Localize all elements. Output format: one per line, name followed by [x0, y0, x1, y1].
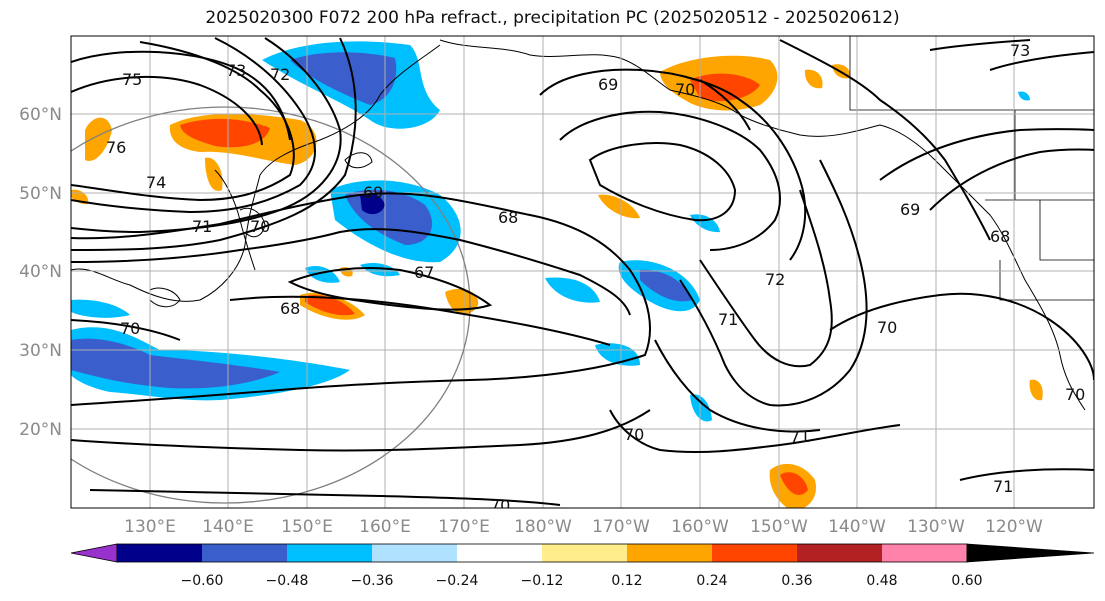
contour-label: 71	[993, 477, 1013, 496]
colorbar-tick-label: 0.24	[696, 573, 727, 589]
lon-tick-label: 170°E	[438, 517, 490, 537]
lon-tick-label: 170°W	[592, 517, 650, 537]
contour-label: 70	[675, 80, 695, 99]
contour-label: 70	[120, 319, 140, 338]
lat-tick-label: 50°N	[19, 184, 62, 204]
borders	[849, 36, 1094, 301]
contour-label: 76	[106, 138, 126, 157]
colorbar-segment	[712, 544, 797, 562]
contour-label: 70	[877, 318, 897, 337]
contour-label: 70	[490, 496, 510, 515]
lon-tick-label: 130°W	[907, 517, 965, 537]
colorbar-extend-low	[70, 543, 118, 563]
colorbar-segment	[882, 544, 967, 562]
coastlines	[71, 39, 1086, 411]
colorbar-tick-label: −0.60	[181, 573, 224, 589]
colorbar-segment	[627, 544, 712, 562]
colorbar-segment	[542, 544, 627, 562]
contour-label: 70	[1065, 385, 1085, 404]
lon-tick-label: 160°E	[359, 517, 411, 537]
longitude-axis: 130°E 140°E 150°E 160°E 170°E 180°W 170°…	[124, 517, 1043, 537]
contour-label: 68	[990, 227, 1010, 246]
contour-label: 69	[900, 200, 920, 219]
contour-label: 71	[790, 427, 810, 446]
colorbar-segment	[117, 544, 202, 562]
graticule	[71, 36, 1094, 508]
colorbar-tick-label: −0.48	[266, 573, 309, 589]
contour-label: 75	[122, 70, 142, 89]
lon-tick-label: 140°W	[828, 517, 886, 537]
contour-label: 71	[718, 310, 738, 329]
region-circle	[71, 106, 471, 504]
contour-label: 73	[1010, 41, 1030, 60]
lon-tick-label: 130°E	[124, 517, 176, 537]
colorbar-frame	[116, 543, 968, 563]
colorbar: −0.60 −0.48 −0.36 −0.24 −0.12 0.12 0.24 …	[70, 543, 1095, 589]
lat-tick-label: 20°N	[19, 420, 62, 440]
contour-label: 74	[146, 173, 166, 192]
contour-label: 70	[624, 425, 644, 444]
contour-label: 72	[270, 65, 290, 84]
contour-label: 67	[414, 263, 434, 282]
map-frame	[70, 35, 1095, 509]
colorbar-tick-label: −0.24	[436, 573, 479, 589]
latitude-axis: 60°N 50°N 40°N 30°N 20°N	[19, 105, 62, 440]
contour-label-group: 75 73 72 76 74 71 70 69 68 67 68 70 69 7…	[106, 41, 1085, 515]
lon-tick-label: 180°W	[514, 517, 572, 537]
contour-label: 69	[598, 75, 618, 94]
lon-tick-label: 160°W	[671, 517, 729, 537]
lon-tick-label: 150°W	[750, 517, 808, 537]
lon-tick-label: 150°E	[281, 517, 333, 537]
contour-label: 68	[498, 208, 518, 227]
colorbar-tick-label: 0.12	[611, 573, 642, 589]
contour-label: 70	[250, 217, 270, 236]
colorbar-tick-label: 0.36	[781, 573, 812, 589]
refractivity-contours	[71, 37, 1094, 506]
colorbar-tick-label: 0.60	[951, 573, 982, 589]
lon-tick-label: 120°W	[985, 517, 1043, 537]
colorbar-tick-label: −0.12	[521, 573, 564, 589]
colorbar-segment	[287, 544, 372, 562]
colorbar-tick-label: −0.36	[351, 573, 394, 589]
colorbar-segment	[202, 544, 287, 562]
chart-title: 2025020300 F072 200 hPa refract., precip…	[205, 8, 900, 28]
colorbar-extend-high	[966, 543, 1095, 563]
colorbar-segment	[372, 544, 457, 562]
lat-tick-label: 40°N	[19, 262, 62, 282]
lon-tick-label: 140°E	[202, 517, 254, 537]
contour-label: 71	[192, 217, 212, 236]
lat-tick-label: 30°N	[19, 341, 62, 361]
colorbar-tick-label: 0.48	[866, 573, 897, 589]
colorbar-segment	[797, 544, 882, 562]
colorbar-segment	[457, 544, 542, 562]
lat-tick-label: 60°N	[19, 105, 62, 125]
contour-label: 73	[226, 61, 246, 80]
contour-label: 69	[363, 183, 383, 202]
contour-label: 72	[765, 270, 785, 289]
contour-label: 68	[280, 299, 300, 318]
